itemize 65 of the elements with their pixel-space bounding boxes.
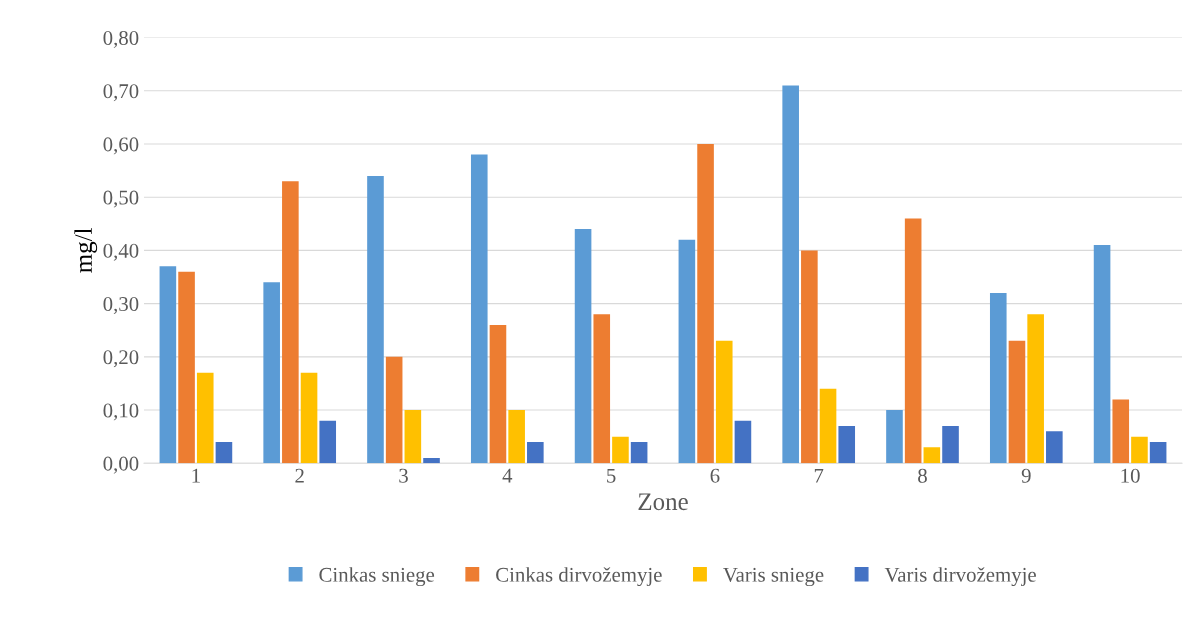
x-tick-label: 2: [295, 468, 304, 483]
y-tick-label: 0,80: [103, 30, 139, 48]
y-tick-label: 0,60: [103, 137, 139, 155]
bar: [838, 425, 856, 464]
y-tick-label: 0,10: [103, 403, 139, 421]
y-tick-label: 0,70: [103, 84, 139, 102]
bar: [886, 410, 903, 464]
bar: [904, 218, 922, 464]
y-tick-label: 0,40: [103, 243, 139, 261]
x-tick-label: 9: [1021, 468, 1031, 483]
bar: [489, 324, 507, 464]
y-tick-label: 0,50: [103, 190, 139, 208]
legend-label: Cinkas dirvožemyje: [496, 567, 662, 587]
x-tick-label: 10: [1121, 468, 1140, 483]
bar: [300, 372, 318, 464]
bar: [574, 229, 592, 464]
bar: [1008, 340, 1026, 464]
legend-label: Varis sniege: [723, 567, 824, 587]
bar: [215, 441, 233, 464]
bar: [470, 154, 488, 464]
bar: [404, 410, 422, 464]
x-axis-title: Zone: [638, 493, 688, 511]
bar: [1149, 441, 1167, 464]
bar: [508, 410, 525, 464]
bar: [263, 282, 280, 464]
y-tick-label: 0,30: [103, 296, 139, 315]
bar: [715, 340, 733, 464]
bar: [527, 441, 544, 464]
bar: [423, 457, 440, 464]
bar: [1093, 245, 1111, 464]
x-tick-label: 1: [192, 468, 200, 483]
bar: [819, 388, 837, 464]
bar: [612, 436, 629, 464]
bar: [593, 314, 611, 464]
x-tick-label: 5: [607, 468, 616, 483]
bar: [385, 356, 403, 464]
bar: [1046, 431, 1063, 464]
y-tick-label: 0,20: [103, 350, 139, 368]
bar: [159, 266, 177, 464]
bar: [178, 271, 195, 464]
x-tick-label: 3: [399, 468, 408, 483]
legend-label: Cinkas sniege: [319, 567, 435, 587]
bar: [282, 181, 299, 464]
bar: [697, 143, 714, 464]
bar: [801, 250, 818, 464]
bar: [782, 85, 799, 464]
bar: [630, 441, 648, 464]
bar: [1131, 436, 1148, 464]
x-tick-label: 8: [918, 468, 927, 483]
x-tick-label: 4: [502, 468, 513, 483]
bar: [734, 420, 752, 464]
bar: [923, 447, 941, 464]
bar: [367, 175, 384, 464]
bar: [1112, 399, 1130, 464]
bar: [196, 372, 214, 464]
y-axis-title: mg/l: [74, 227, 98, 273]
x-tick-label: 7: [814, 468, 824, 483]
bar: [989, 292, 1007, 464]
bar: [319, 420, 337, 464]
y-tick-label: 0,00: [103, 456, 139, 474]
bar: [1027, 314, 1044, 464]
bar: [942, 425, 959, 464]
x-tick-label: 6: [710, 468, 720, 483]
bar: [678, 239, 696, 464]
legend-label: Varis dirvožemyje: [884, 567, 1036, 587]
